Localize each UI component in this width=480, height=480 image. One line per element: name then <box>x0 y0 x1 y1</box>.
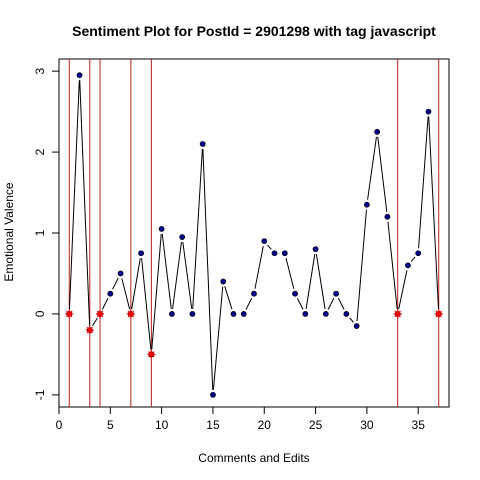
data-point <box>384 213 391 220</box>
series-line-segment <box>224 286 233 310</box>
series-line-segment <box>202 148 214 390</box>
edit-marker <box>85 326 94 335</box>
series-line-segment <box>410 256 416 262</box>
series-line-segment <box>428 116 439 309</box>
data-point <box>312 246 319 253</box>
data-point <box>76 72 83 79</box>
data-point <box>363 201 370 208</box>
series-line-segment <box>92 317 98 327</box>
data-point <box>158 226 165 232</box>
series-line-segment <box>367 136 377 200</box>
series-line-segment <box>131 258 141 310</box>
series-line-segment <box>151 233 162 350</box>
x-tick-label: 35 <box>412 418 426 432</box>
series-line-segment <box>245 297 253 310</box>
series-line-segment <box>79 80 91 326</box>
x-axis-label: Comments and Edits <box>198 451 309 465</box>
y-tick-label: -1 <box>33 389 47 400</box>
series-line-segment <box>337 297 345 310</box>
data-point <box>322 311 329 317</box>
series-line-segment <box>68 80 80 309</box>
data-point <box>179 234 186 240</box>
edit-marker <box>147 350 156 359</box>
data-point <box>240 311 247 317</box>
data-point <box>168 311 175 317</box>
y-tick-label: 1 <box>33 229 47 236</box>
y-axis-label: Emotional Valence <box>2 182 16 281</box>
data-point <box>271 250 278 257</box>
series-line-segment <box>172 241 182 310</box>
data-point <box>374 128 381 135</box>
series-line-segment <box>267 244 272 250</box>
data-point <box>353 323 360 329</box>
y-tick-label: 0 <box>33 310 47 317</box>
series-line-segment <box>356 209 367 322</box>
series-line-segment <box>121 278 131 310</box>
data-point <box>189 311 196 317</box>
x-tick-label: 20 <box>258 418 272 432</box>
series-line-segment <box>398 270 408 310</box>
data-point <box>117 270 124 277</box>
plot-frame <box>58 58 450 408</box>
edit-marker <box>65 309 74 318</box>
axes: 0 5 10 15 20 25 30 35 -1 0 1 2 3 <box>33 67 425 432</box>
series-line-segment <box>315 254 326 310</box>
y-tick-label: 2 <box>33 148 47 155</box>
data-point <box>415 250 422 257</box>
series-line-segment <box>112 277 119 290</box>
data-point <box>107 290 114 297</box>
edit-vertical-lines <box>68 59 440 407</box>
series-line-segment <box>192 148 203 309</box>
data-point <box>302 311 309 317</box>
series-line-segment <box>349 317 354 323</box>
y-tick-label: 3 <box>33 67 47 74</box>
data-point <box>281 250 288 257</box>
data-point <box>261 238 268 244</box>
x-tick-label: 15 <box>206 418 220 432</box>
x-tick-label: 30 <box>360 418 374 432</box>
data-point <box>138 250 145 257</box>
edit-marker <box>393 309 402 318</box>
data-point <box>230 311 237 317</box>
data-point <box>333 290 340 297</box>
series-line-segment <box>296 297 304 310</box>
edit-marker <box>96 309 105 318</box>
series-line-segment <box>327 297 335 310</box>
data-points <box>66 72 442 398</box>
x-tick-label: 5 <box>107 418 114 432</box>
series-line-segment <box>418 116 429 249</box>
series-line-segment <box>254 245 264 289</box>
series-line-segment <box>377 136 388 212</box>
series-line-segment <box>212 286 224 390</box>
data-point <box>405 262 411 269</box>
series-line-segment <box>285 257 295 289</box>
data-point <box>343 311 350 317</box>
series-line-segment <box>101 297 109 310</box>
data-point <box>220 278 227 285</box>
chart-title: Sentiment Plot for PostId = 2901298 with… <box>72 23 436 39</box>
data-point <box>251 290 257 297</box>
series-line-segment <box>182 241 193 310</box>
data-point <box>425 108 432 115</box>
edit-markers <box>65 309 443 359</box>
series-line <box>68 80 439 390</box>
series-line-segment <box>387 221 398 310</box>
edit-marker <box>434 309 443 318</box>
data-point <box>199 141 206 147</box>
series-line-segment <box>141 258 152 350</box>
x-tick-label: 25 <box>309 418 323 432</box>
x-tick-label: 0 <box>56 418 63 432</box>
x-tick-label: 10 <box>155 418 169 432</box>
series-line-segment <box>161 233 172 310</box>
data-point <box>292 290 298 297</box>
series-line-segment <box>305 254 316 310</box>
data-point <box>210 391 216 398</box>
edit-marker <box>126 309 135 318</box>
